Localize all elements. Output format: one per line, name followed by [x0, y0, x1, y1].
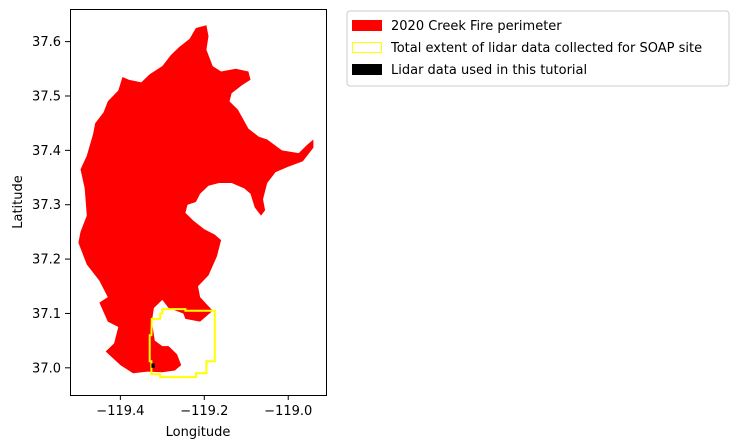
- y-tick-label: 37.0: [32, 361, 61, 376]
- legend-label-fire: 2020 Creek Fire perimeter: [391, 19, 562, 34]
- axes-frame: [70, 9, 327, 396]
- y-axis-ticks: 37.0 37.1 37.2 37.3 37.4 37.5 37.6: [32, 35, 70, 376]
- y-tick-label: 37.1: [32, 307, 61, 322]
- legend-swatch-lidar-extent: [352, 42, 382, 53]
- y-tick-label: 37.4: [32, 144, 61, 159]
- x-tick-label: −119.2: [180, 404, 228, 419]
- x-axis-ticks: −119.4 −119.2 −119.0: [96, 395, 312, 419]
- x-axis-label: Longitude: [166, 425, 231, 440]
- legend-swatch-tutorial-lidar: [352, 64, 382, 75]
- y-tick-label: 37.6: [32, 35, 61, 50]
- tutorial-lidar-area: [151, 363, 155, 368]
- x-tick-label: −119.4: [96, 404, 144, 419]
- legend: 2020 Creek Fire perimeter Total extent o…: [346, 10, 730, 87]
- legend-label-tutorial-lidar: Lidar data used in this tutorial: [391, 63, 587, 78]
- y-tick-label: 37.2: [32, 253, 61, 268]
- y-tick-label: 37.5: [32, 89, 61, 104]
- lidar-extent-outline: [148, 308, 216, 379]
- y-tick-label: 37.3: [32, 198, 61, 213]
- x-tick-label: −119.0: [264, 404, 312, 419]
- legend-frame: [346, 10, 730, 87]
- legend-swatch-fire: [352, 20, 382, 31]
- legend-label-lidar-extent: Total extent of lidar data collected for…: [390, 41, 702, 56]
- y-axis-label: Latitude: [11, 175, 26, 229]
- fire-perimeter-polygon: [78, 25, 314, 374]
- plot-area: [78, 25, 314, 379]
